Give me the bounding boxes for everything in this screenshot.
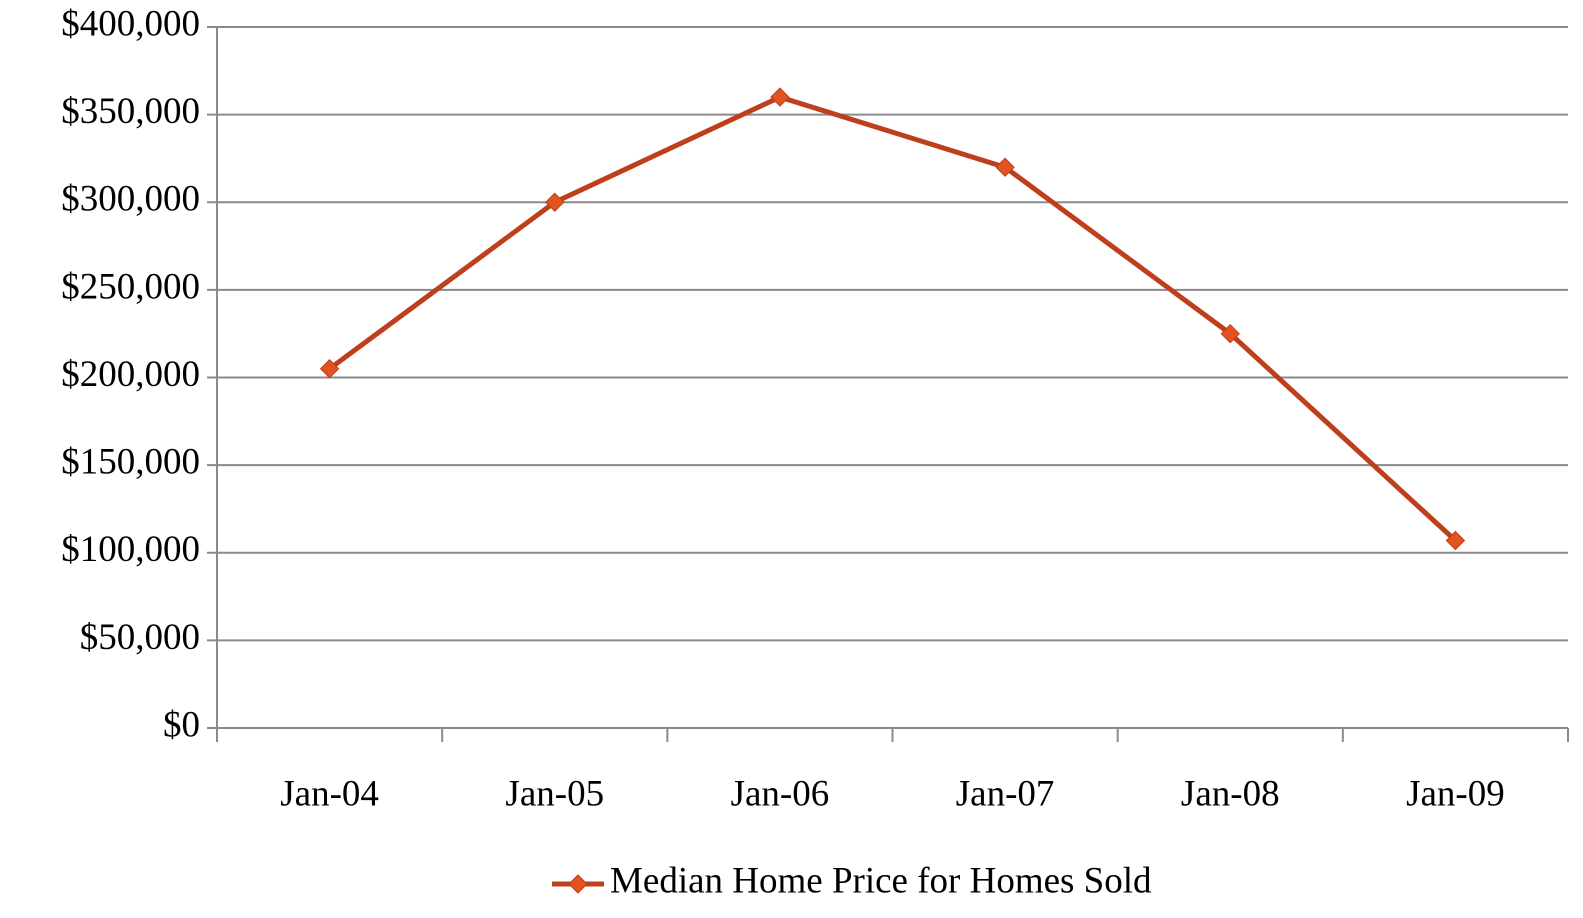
marker <box>1445 530 1466 551</box>
x-tick-label: Jan-04 <box>280 773 379 814</box>
marker <box>1220 323 1240 344</box>
x-tick-label: Jan-07 <box>956 773 1055 814</box>
line <box>328 94 1458 543</box>
y-tick-label: $150,000 <box>61 442 200 483</box>
marker <box>770 87 790 107</box>
x-tick-label: Jan-06 <box>731 773 830 814</box>
legend-marker <box>568 874 588 894</box>
x-tick-label: Jan-08 <box>1181 773 1280 814</box>
y-tick-label: $50,000 <box>80 617 200 658</box>
x-tick-label: Jan-05 <box>505 773 604 814</box>
y-tick-label: $250,000 <box>61 266 200 307</box>
y-tick-label: $0 <box>163 704 200 745</box>
marker <box>319 359 340 379</box>
marker <box>995 157 1015 177</box>
x-tick-label: Jan-09 <box>1406 773 1505 814</box>
y-tick-label: $100,000 <box>61 529 200 570</box>
y-tick-label: $200,000 <box>61 354 200 395</box>
legend-label: Median Home Price for Homes Sold <box>610 860 1152 901</box>
y-tick-label: $300,000 <box>61 179 200 220</box>
marker <box>545 192 565 212</box>
y-tick-label: $400,000 <box>61 3 200 44</box>
y-tick-label: $350,000 <box>61 91 200 132</box>
